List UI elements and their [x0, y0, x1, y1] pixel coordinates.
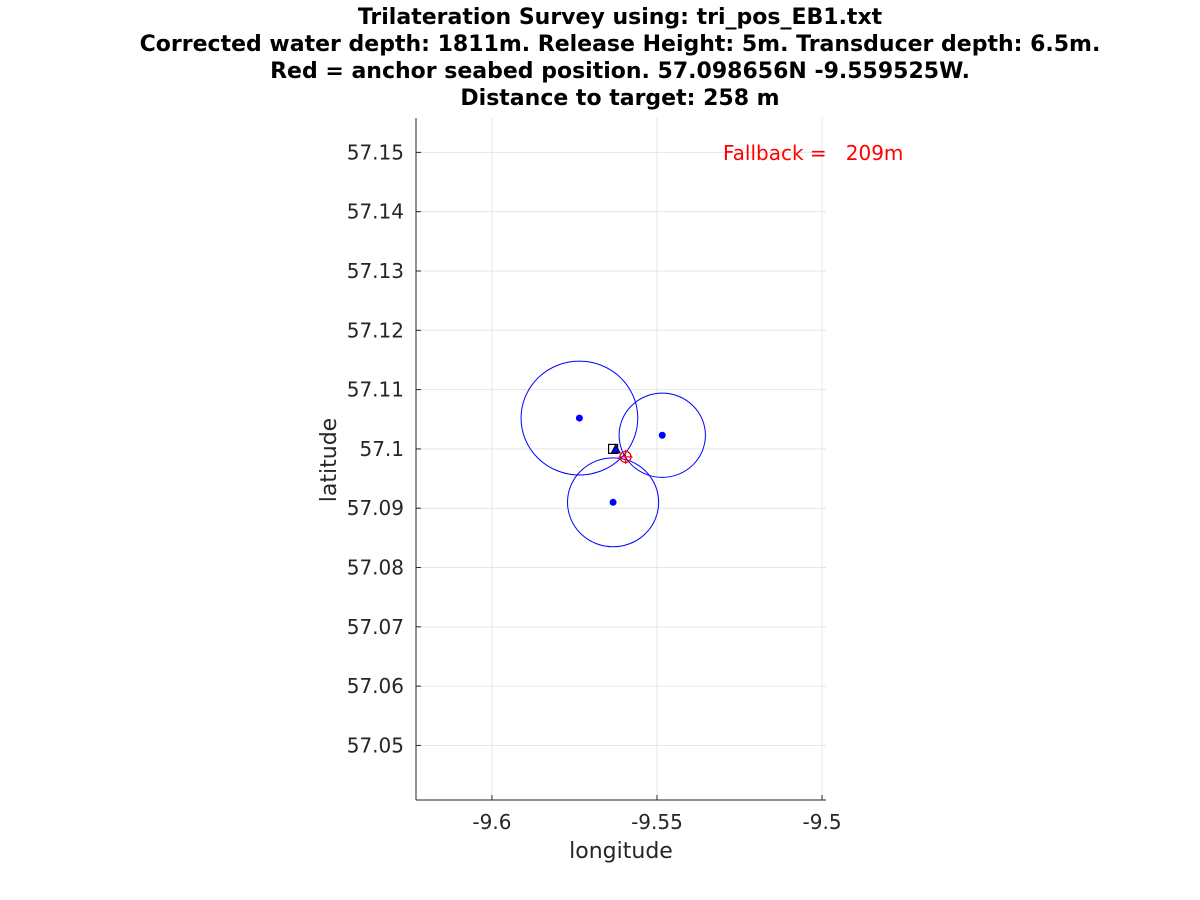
x-tick-label: -9.6	[472, 810, 511, 834]
range-circle	[566, 457, 660, 548]
y-axis-label: latitude	[317, 418, 342, 502]
range-circle	[618, 392, 706, 478]
y-tick-label: 57.08	[347, 556, 404, 580]
chart-title: Trilateration Survey using: tri_pos_EB1.…	[0, 4, 1200, 112]
y-tick-label: 57.09	[347, 496, 404, 520]
title-line-2: Corrected water depth: 1811m. Release He…	[139, 32, 1101, 57]
y-tick-label: 57.13	[347, 259, 404, 283]
data-marks	[520, 360, 706, 548]
y-tick-label: 57.14	[347, 200, 404, 224]
y-tick-label: 57.12	[347, 318, 404, 342]
y-tick-label: 57.07	[347, 615, 404, 639]
survey-point	[575, 414, 583, 422]
range-circle	[520, 360, 639, 476]
y-tick-label: 57.11	[347, 378, 404, 402]
survey-point	[658, 431, 666, 439]
y-tick-label: 57.1	[359, 437, 404, 461]
fallback-annotation: Fallback = 209m	[723, 141, 903, 165]
title-line-1: Trilateration Survey using: tri_pos_EB1.…	[357, 5, 883, 30]
x-tick-label: -9.5	[803, 810, 842, 834]
x-tick-label: -9.55	[631, 810, 683, 834]
title-line-3: Red = anchor seabed position. 57.098656N…	[270, 59, 970, 84]
y-tick-label: 57.06	[347, 674, 404, 698]
y-tick-label: 57.15	[347, 140, 404, 164]
y-tick-label: 57.05	[347, 733, 404, 757]
grid-lines	[416, 118, 826, 800]
axes: -9.6 -9.55 -9.5 57.05 57.06 57.07 57.08 57.09 57…	[347, 118, 842, 834]
survey-point	[609, 498, 617, 506]
x-axis-label: longitude	[569, 839, 673, 864]
title-line-4: Distance to target: 258 m	[460, 86, 780, 111]
triangle-marker	[610, 443, 621, 454]
